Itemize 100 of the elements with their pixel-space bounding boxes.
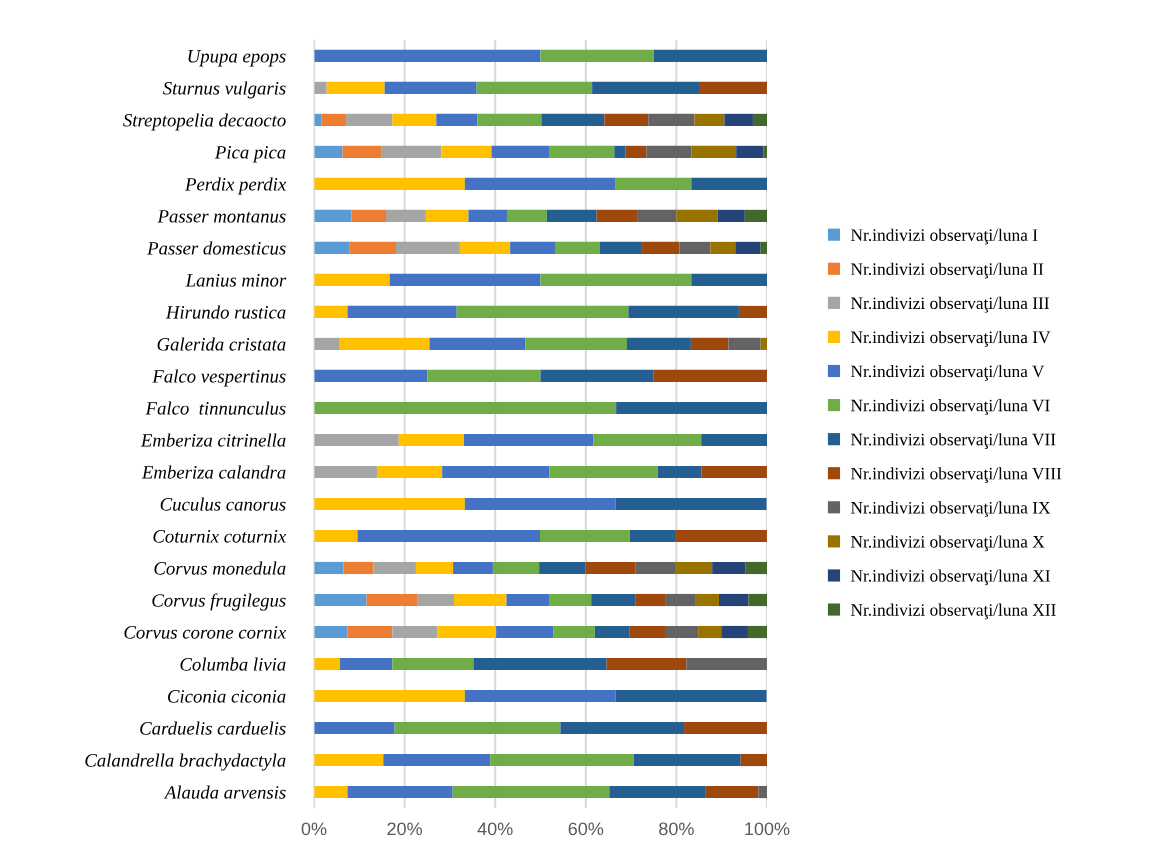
y-tick-label: Columba livia bbox=[180, 657, 286, 671]
bar bbox=[313, 561, 344, 575]
bar bbox=[698, 625, 722, 639]
bar bbox=[691, 273, 767, 287]
y-tick-label: Lanius minor bbox=[185, 274, 287, 287]
bar bbox=[635, 593, 666, 607]
x-tick-label: 60% bbox=[568, 822, 604, 836]
bar bbox=[313, 337, 340, 351]
legend-label: Nr.indivizi observaţi/luna IX bbox=[850, 501, 1051, 518]
legend-label: Nr.indivizi observaţi/luna VI bbox=[850, 399, 1050, 415]
bar bbox=[436, 113, 478, 126]
bar bbox=[629, 625, 666, 639]
bar bbox=[441, 145, 492, 158]
bar bbox=[429, 337, 526, 351]
bar bbox=[752, 113, 767, 126]
y-tick-label: Hirundo rustica bbox=[165, 305, 286, 319]
y-tick-label: Upupa epops bbox=[188, 50, 286, 67]
bar bbox=[381, 145, 442, 158]
bar bbox=[392, 625, 438, 639]
y-tick-label: Carduelis carduelis bbox=[140, 721, 286, 735]
bar bbox=[313, 785, 348, 799]
x-tick-label: 20% bbox=[387, 822, 423, 836]
bar bbox=[744, 209, 767, 222]
bar bbox=[615, 497, 767, 511]
bar bbox=[395, 241, 460, 255]
y-tick-label: Corvus frugilegus bbox=[152, 593, 286, 611]
bar bbox=[653, 49, 767, 62]
bar bbox=[546, 209, 597, 222]
bar bbox=[540, 529, 630, 543]
bar bbox=[347, 305, 457, 319]
bar bbox=[398, 433, 464, 447]
legend-label: Nr.indivizi observaţi/luna XII bbox=[850, 603, 1056, 620]
bar bbox=[665, 593, 696, 607]
bar bbox=[721, 625, 748, 639]
bar bbox=[633, 753, 741, 767]
bar bbox=[437, 625, 497, 639]
bar bbox=[386, 209, 426, 222]
bar bbox=[313, 369, 428, 383]
legend-label: Nr.indivizi observaţi/luna VII bbox=[850, 433, 1056, 449]
y-tick-label: Perdix perdix bbox=[184, 177, 287, 195]
y-tick-label: Ciconia ciconia bbox=[168, 690, 286, 703]
bar bbox=[747, 625, 767, 639]
bar bbox=[594, 625, 630, 639]
bar bbox=[464, 689, 616, 703]
bar bbox=[591, 593, 636, 607]
bar bbox=[349, 241, 396, 255]
bar bbox=[321, 113, 347, 126]
y-tick-label: Galerida cristata bbox=[157, 337, 286, 351]
bar bbox=[394, 721, 561, 735]
bar bbox=[717, 209, 745, 222]
bar bbox=[705, 785, 759, 799]
bar bbox=[313, 657, 340, 671]
y-tick-label: Falco vespertinus bbox=[152, 369, 286, 387]
bar bbox=[313, 241, 350, 255]
bar bbox=[758, 785, 767, 799]
bar bbox=[539, 561, 586, 575]
bar bbox=[724, 113, 753, 126]
bar bbox=[701, 433, 767, 447]
legend-label: Nr.indivizi observaţi/luna V bbox=[850, 365, 1045, 381]
bar bbox=[313, 433, 399, 447]
bar bbox=[373, 561, 416, 575]
bar bbox=[699, 81, 767, 94]
bar bbox=[679, 241, 711, 255]
bar bbox=[326, 81, 385, 94]
bar bbox=[615, 689, 767, 703]
bar bbox=[745, 561, 767, 575]
bar bbox=[675, 529, 767, 543]
bar bbox=[646, 145, 692, 158]
bar bbox=[691, 145, 737, 158]
bar bbox=[351, 209, 387, 222]
bar bbox=[366, 593, 418, 607]
bar bbox=[342, 145, 382, 158]
bar bbox=[313, 497, 465, 511]
bar bbox=[686, 657, 767, 671]
bar bbox=[549, 145, 615, 158]
legend-label: Nr.indivizi observaţi/luna XI bbox=[850, 569, 1050, 586]
bar bbox=[392, 113, 437, 126]
bar bbox=[735, 241, 761, 255]
bar bbox=[347, 785, 453, 799]
bar bbox=[456, 305, 629, 319]
bar bbox=[339, 657, 393, 671]
bar bbox=[549, 465, 658, 479]
bar bbox=[468, 209, 507, 222]
bar bbox=[541, 113, 605, 126]
bar bbox=[347, 625, 393, 639]
bar bbox=[452, 785, 610, 799]
bar bbox=[637, 209, 677, 222]
bar bbox=[718, 593, 749, 607]
bar bbox=[641, 241, 680, 255]
bar bbox=[592, 81, 700, 94]
bar bbox=[313, 81, 327, 94]
bar bbox=[676, 209, 718, 222]
bar bbox=[389, 273, 541, 287]
bar bbox=[384, 81, 477, 94]
bar bbox=[506, 593, 550, 607]
bar bbox=[540, 49, 654, 62]
bar bbox=[313, 465, 377, 479]
bar bbox=[738, 305, 767, 319]
bar bbox=[760, 337, 767, 351]
bar bbox=[313, 593, 367, 607]
